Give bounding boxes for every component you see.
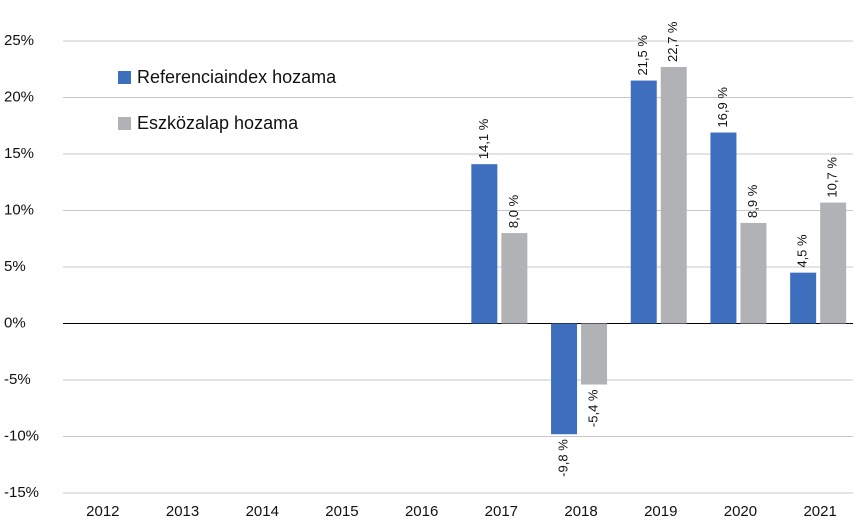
y-tick-label: -5%: [4, 371, 31, 388]
bar: [551, 323, 578, 435]
bar: [710, 132, 737, 324]
x-tick-label: 2016: [405, 503, 438, 520]
x-tick-label: 2018: [564, 503, 597, 520]
legend-swatch: [118, 117, 131, 130]
legend-label: Referenciaindex hozama: [137, 67, 337, 87]
legend-label: Eszközalap hozama: [137, 113, 299, 133]
x-tick-label: 2021: [803, 503, 836, 520]
y-tick-label: 10%: [4, 201, 34, 218]
value-label: 8,9 %: [745, 184, 760, 218]
y-tick-label: -15%: [4, 484, 39, 501]
value-label: 10,7 %: [825, 157, 840, 198]
value-label: 22,7 %: [665, 21, 680, 62]
x-tick-label: 2020: [724, 503, 757, 520]
value-label: 4,5 %: [795, 234, 810, 268]
bar: [630, 80, 657, 324]
bar: [740, 222, 767, 324]
y-tick-label: 0%: [4, 314, 26, 331]
y-tick-label: 20%: [4, 88, 34, 105]
value-label: 8,0 %: [506, 194, 521, 228]
bar: [820, 202, 847, 324]
x-tick-label: 2013: [166, 503, 199, 520]
y-tick-label: 25%: [4, 32, 34, 49]
value-label: 21,5 %: [635, 35, 650, 76]
value-label: 14,1 %: [476, 118, 491, 159]
y-tick-label: 5%: [4, 258, 26, 275]
value-label: -9,8 %: [555, 439, 570, 477]
x-tick-label: 2014: [246, 503, 279, 520]
y-tick-label: -10%: [4, 427, 39, 444]
bar: [660, 66, 687, 324]
y-tick-label: 15%: [4, 145, 34, 162]
x-tick-label: 2012: [86, 503, 119, 520]
value-label: -5,4 %: [585, 389, 600, 427]
bar: [501, 233, 528, 324]
legend-swatch: [118, 71, 131, 84]
x-tick-label: 2015: [325, 503, 358, 520]
bar: [790, 272, 817, 324]
bar: [581, 323, 608, 385]
x-tick-label: 2017: [485, 503, 518, 520]
bar: [471, 164, 498, 324]
value-label: 16,9 %: [715, 87, 730, 128]
x-tick-label: 2019: [644, 503, 677, 520]
